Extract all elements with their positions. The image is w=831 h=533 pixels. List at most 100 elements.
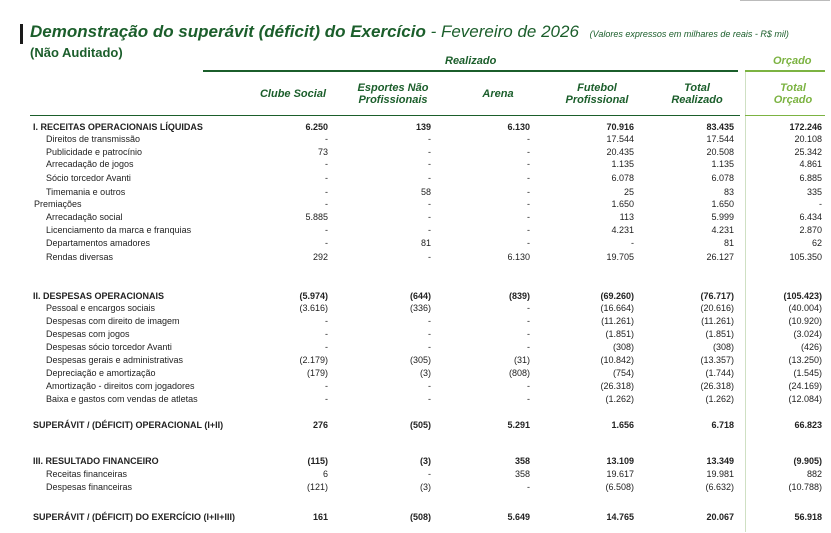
cell-value: - (527, 329, 530, 339)
cell-value: (1.851) (705, 329, 734, 339)
cell-value: (179) (306, 368, 328, 378)
column-header-arena: Arena (482, 88, 514, 100)
cell-value: (5.974) (299, 291, 328, 301)
cell-value: - (527, 173, 530, 183)
cell-value: 25 (623, 187, 634, 197)
cell-value: 83.435 (706, 122, 734, 132)
table-row: Despesas com direito de imagem - - - (11.261… (0, 315, 831, 328)
cell-value: 56.918 (794, 512, 822, 522)
column-header-total-realizado: Total Realizado (671, 82, 723, 106)
cell-value: - (325, 394, 328, 404)
cell-value: (6.632) (705, 482, 734, 492)
cell-value: (10.788) (788, 482, 822, 492)
cell-value: 20.067 (706, 512, 734, 522)
column-header-clube-social: Clube Social (259, 88, 327, 100)
cell-value: 1.135 (611, 159, 634, 169)
top-border-line (740, 0, 830, 1)
cell-value: - (527, 134, 530, 144)
table-row: Arrecadação social 5.885 - - 113 5.999 6.434 (0, 211, 831, 224)
table-row: Licenciamento da marca e franquias - - - 4.2… (0, 224, 831, 237)
cell-value: - (325, 381, 328, 391)
cell-value: - (428, 134, 431, 144)
cell-value: 5.649 (507, 512, 530, 522)
cell-value: - (527, 482, 530, 492)
cell-value: (808) (508, 368, 530, 378)
cell-value: (2.179) (299, 355, 328, 365)
table-row: Arrecadação de jogos - - - 1.135 1.135 4.861 (0, 158, 831, 171)
cell-value: 6.250 (305, 122, 328, 132)
cell-value: 81 (723, 238, 734, 248)
row-label: Rendas diversas (46, 252, 114, 262)
cell-value: - (428, 469, 431, 479)
row-label: Receitas financeiras (46, 469, 128, 479)
cell-value: 2.870 (799, 225, 822, 235)
table-row: Direitos de transmissão - - - 17.544 17.544 20… (0, 133, 831, 146)
cell-value: 6.718 (711, 420, 734, 430)
cell-value: 19.705 (606, 252, 634, 262)
cell-value: - (325, 316, 328, 326)
row-label: Despesas com direito de imagem (46, 316, 180, 326)
column-header-esportes: Esportes Não Profissionais (357, 82, 429, 106)
cell-value: (508) (409, 512, 431, 522)
row-label: Amortização - direitos com jogadores (46, 381, 195, 391)
cell-value: 20.508 (706, 147, 734, 157)
cell-value: 17.544 (606, 134, 634, 144)
cell-value: 358 (514, 456, 530, 466)
cell-value: - (325, 134, 328, 144)
audit-status: (Não Auditado) (30, 45, 123, 60)
table-row: Baixa e gastos com vendas de atletas - - - (… (0, 393, 831, 406)
cell-value: 172.246 (789, 122, 822, 132)
column-header-total-orcado: Total Orçado (773, 82, 813, 106)
cell-value: - (325, 187, 328, 197)
cell-value: (1.262) (605, 394, 634, 404)
cell-value: - (428, 316, 431, 326)
cell-value: 19.981 (706, 469, 734, 479)
row-label: Licenciamento da marca e franquias (46, 225, 192, 235)
cell-value: (1.262) (705, 394, 734, 404)
cell-value: - (527, 394, 530, 404)
table-row: Amortização - direitos com jogadores - - - (… (0, 380, 831, 393)
cell-value: (16.664) (600, 303, 634, 313)
title-text: Demonstração do superávit (déficit) do E… (30, 22, 426, 41)
cell-value: (10.842) (600, 355, 634, 365)
cell-value: (13.250) (788, 355, 822, 365)
cell-value: (3) (420, 482, 431, 492)
cell-value: - (527, 159, 530, 169)
cell-value: (24.169) (788, 381, 822, 391)
table-row: Depreciação e amortização (179) (3) (808) (7… (0, 367, 831, 380)
cell-value: - (527, 187, 530, 197)
total-row: SUPERÁVIT / (DÉFICIT) OPERACIONAL (I+II)… (0, 419, 831, 432)
cell-value: 66.823 (794, 420, 822, 430)
row-label: Departamentos amadores (46, 238, 151, 248)
table-row: Timemania e outros - 58 - 25 83 335 (0, 186, 831, 199)
table-row: Departamentos amadores - 81 - - 81 62 (0, 237, 831, 250)
cell-value: (1.851) (605, 329, 634, 339)
section-row: II. DESPESAS OPERACIONAIS (5.974) (644) (83… (0, 290, 831, 303)
cell-value: (644) (409, 291, 431, 301)
cell-value: (3) (420, 456, 431, 466)
cell-value: 6.885 (799, 173, 822, 183)
cell-value: - (428, 199, 431, 209)
statement-title: Demonstração do superávit (déficit) do E… (30, 22, 789, 42)
cell-value: 26.127 (706, 252, 734, 262)
cell-value: 6.130 (507, 252, 530, 262)
cell-value: 17.544 (706, 134, 734, 144)
cell-value: - (325, 238, 328, 248)
cell-value: (305) (409, 355, 431, 365)
cell-value: 20.108 (794, 134, 822, 144)
cell-value: (308) (712, 342, 734, 352)
cell-value: - (428, 159, 431, 169)
cell-value: 19.617 (606, 469, 634, 479)
cell-value: 335 (806, 187, 822, 197)
cell-value: (3.616) (299, 303, 328, 313)
cell-value: 113 (619, 212, 634, 222)
cell-value: - (325, 173, 328, 183)
total-row: SUPERÁVIT / (DÉFICIT) DO EXERCÍCIO (I+II… (0, 511, 831, 524)
orcado-column-divider (745, 72, 826, 532)
row-label: Pessoal e encargos sociais (46, 303, 156, 313)
cell-value: - (819, 199, 822, 209)
section-row: III. RESULTADO FINANCEIRO (115) (3) 358 13.1… (0, 455, 831, 468)
cell-value: 13.349 (706, 456, 734, 466)
table-row: Despesas com jogos - - - (1.851) (1.851) (3.02… (0, 328, 831, 341)
cell-value: (69.260) (600, 291, 634, 301)
